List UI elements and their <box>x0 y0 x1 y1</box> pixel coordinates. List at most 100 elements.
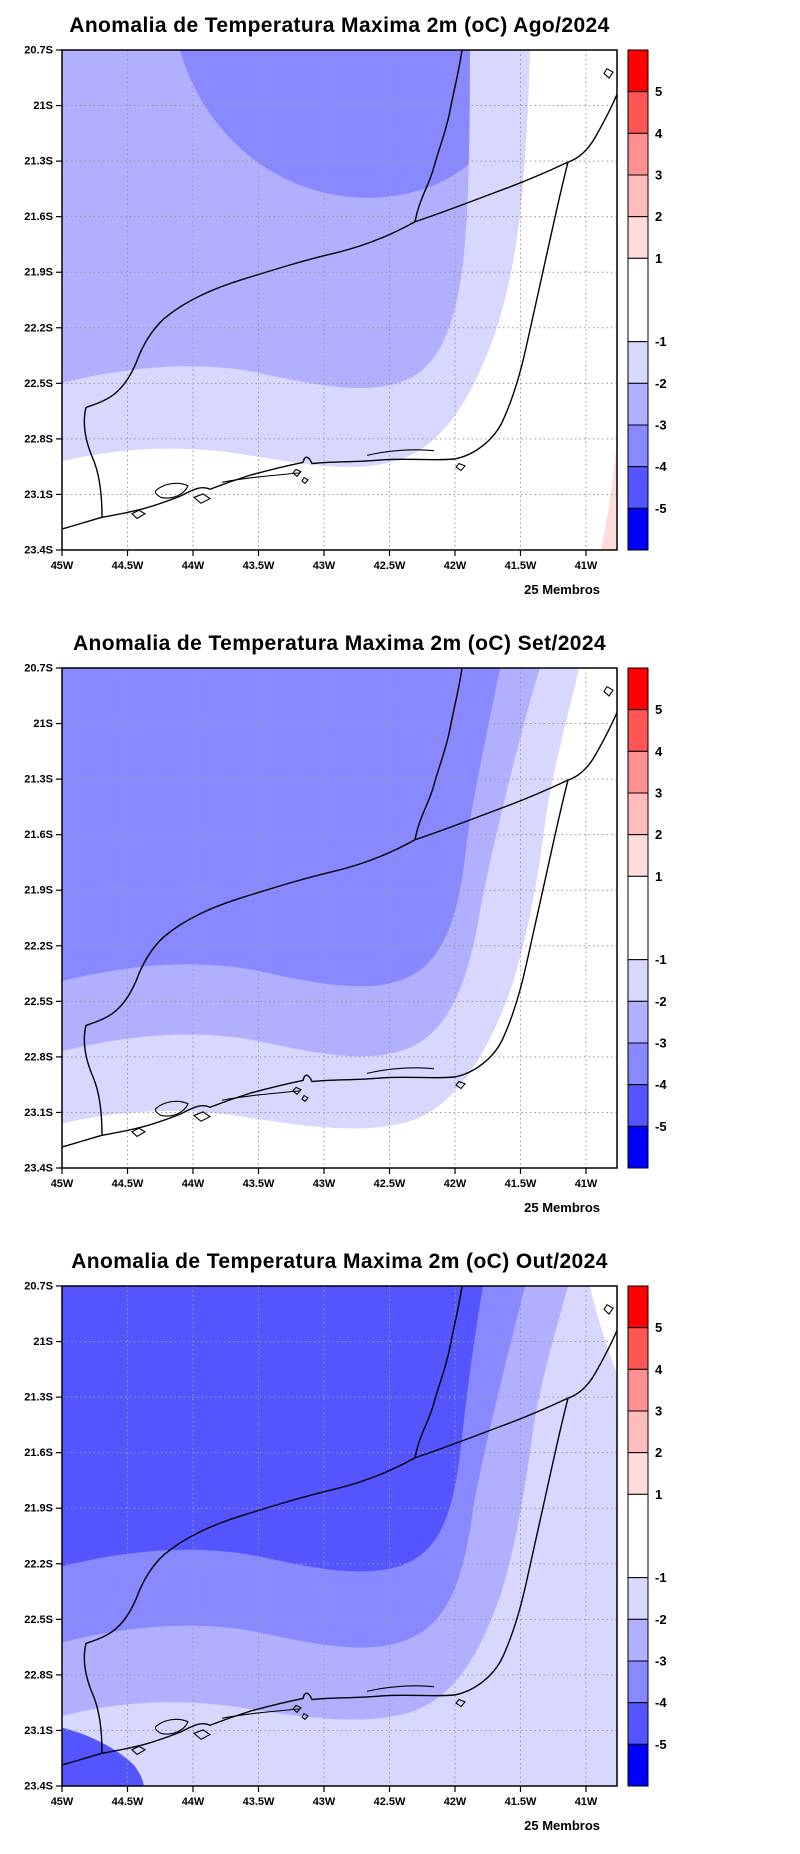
panel-title: Anomalia de Temperatura Maxima 2m (oC) S… <box>73 632 606 655</box>
lon-tick-label: 42W <box>444 1796 467 1808</box>
lat-tick-label: 21.9S <box>24 1503 53 1515</box>
colorbar-tick-label: 1 <box>655 1487 662 1502</box>
colorbar-segment <box>627 257 649 343</box>
colorbar-segment <box>627 1368 649 1412</box>
coastline-border <box>415 1286 462 1458</box>
lon-tick-label: 45W <box>51 1796 74 1808</box>
colorbar-segment <box>627 1702 649 1745</box>
colorbar-tick-label: -3 <box>655 1036 667 1051</box>
coastline-border <box>84 222 415 518</box>
coast-layer <box>62 1286 617 1765</box>
colorbar-segment <box>627 1452 649 1495</box>
lat-tick-label: 23.1S <box>24 1107 53 1119</box>
anomaly-region-1to2 <box>601 441 617 550</box>
coast-layer <box>62 50 617 529</box>
island-outline <box>222 1091 300 1100</box>
lat-tick-label: 20.7S <box>24 1281 53 1293</box>
colorbar-tick-label: 5 <box>655 1320 662 1335</box>
colorbar-tick-label: 5 <box>655 84 662 99</box>
island-outline <box>222 1709 300 1718</box>
lat-tick-label: 21.3S <box>24 1392 53 1404</box>
lon-tick-label: 44W <box>182 560 205 572</box>
lon-tick-label: 43W <box>313 560 336 572</box>
island-outline <box>456 1082 465 1089</box>
colorbar-tick-label: 3 <box>655 168 662 183</box>
colorbar-segment <box>627 1410 649 1454</box>
lat-tick-label: 23.1S <box>24 1725 53 1737</box>
island-outline <box>194 1730 210 1739</box>
lon-tick-label: 42.5W <box>374 560 406 572</box>
coastline-border <box>62 712 617 1147</box>
island-outline <box>302 478 308 484</box>
map-figure-ago2024: 20.7S21S21.3S21.6S21.9S22.2S22.5S22.8S23… <box>24 14 667 597</box>
lat-tick-label: 23.4S <box>24 1163 53 1175</box>
members-label: 25 Membros <box>524 1818 600 1833</box>
lat-tick-label: 21.9S <box>24 267 53 279</box>
colorbar-tick-label: -2 <box>655 994 667 1009</box>
island-outline <box>293 1705 301 1712</box>
island-outline <box>132 1746 145 1754</box>
colorbar-tick-label: -4 <box>655 1077 667 1092</box>
colorbar-segment <box>627 466 649 509</box>
colorbar-tick-label: 2 <box>655 827 662 842</box>
colorbar-tick-label: 2 <box>655 1445 662 1460</box>
lon-tick-label: 42W <box>444 1178 467 1190</box>
colorbar-segment <box>627 1493 649 1579</box>
colorbar-segment <box>627 1084 649 1127</box>
lon-tick-label: 41W <box>575 1796 598 1808</box>
colorbar-tick-label: 2 <box>655 209 662 224</box>
coastline-border <box>415 1398 568 1458</box>
colorbar-tick-label: -5 <box>655 501 667 516</box>
anomaly-region--1to1 <box>62 668 617 1168</box>
colorbar-tick-label: -5 <box>655 1119 667 1134</box>
island-outline <box>194 494 210 503</box>
colorbar-segment <box>627 709 649 752</box>
coast-layer <box>62 668 617 1147</box>
island-outline <box>456 1700 465 1707</box>
members-label: 25 Membros <box>524 582 600 597</box>
colorbar-segment <box>627 1743 649 1787</box>
island-outline <box>456 464 465 471</box>
colorbar-tick-label: -4 <box>655 459 667 474</box>
lat-tick-label: 21S <box>33 100 53 112</box>
colorbar-segment <box>627 1042 649 1086</box>
lat-tick-label: 21.6S <box>24 829 53 841</box>
lat-tick-label: 22.2S <box>24 1558 53 1570</box>
colorbar-tick-label: -5 <box>655 1737 667 1752</box>
colorbar-tick-label: 3 <box>655 786 662 801</box>
island-outline <box>155 1101 188 1116</box>
plot-frame <box>61 49 618 551</box>
colorbar-segment <box>627 875 649 961</box>
island-outline <box>194 1112 210 1121</box>
colorbar-segment <box>627 1577 649 1620</box>
colorbar-segment <box>627 424 649 468</box>
lat-tick-label: 21.3S <box>24 156 53 168</box>
lon-tick-label: 44.5W <box>112 1178 144 1190</box>
island-outline <box>222 473 300 482</box>
lat-tick-label: 20.7S <box>24 663 53 675</box>
panel-set2024: 20.7S 21S 21.3S 21.6S 21.9S 22.2S 22.5S 22.8S 23… <box>0 618 800 1236</box>
lon-tick-label: 43W <box>313 1796 336 1808</box>
lon-tick-label: 41W <box>575 560 598 572</box>
lon-tick-label: 41W <box>575 1178 598 1190</box>
colorbar-tick-label: 4 <box>655 126 663 141</box>
panel-ago2024: 20.7S 21S 21.3S 21.6S 21.9S 22.2S 22.5S 22.8S 23… <box>0 0 800 618</box>
colorbar-tick-label: -2 <box>655 1612 667 1627</box>
lon-tick-label: 45W <box>51 560 74 572</box>
lon-tick-label: 41.5W <box>505 1796 537 1808</box>
lon-tick-label: 43.5W <box>243 1178 275 1190</box>
coastline-border <box>415 668 462 840</box>
lat-tick-label: 20.7S <box>24 45 53 57</box>
plot-frame <box>61 1285 618 1787</box>
island-outline <box>293 469 301 476</box>
colorbar-segment <box>627 1000 649 1044</box>
lat-tick-label: 22.5S <box>24 996 53 1008</box>
lon-tick-label: 42.5W <box>374 1796 406 1808</box>
colorbar-tick-label: 5 <box>655 702 662 717</box>
colorbar-segment <box>627 382 649 426</box>
anomaly-field <box>62 668 617 1168</box>
lat-tick-label: 21.6S <box>24 211 53 223</box>
colorbar-segment <box>627 507 649 551</box>
panel-title: Anomalia de Temperatura Maxima 2m (oC) A… <box>69 14 609 37</box>
